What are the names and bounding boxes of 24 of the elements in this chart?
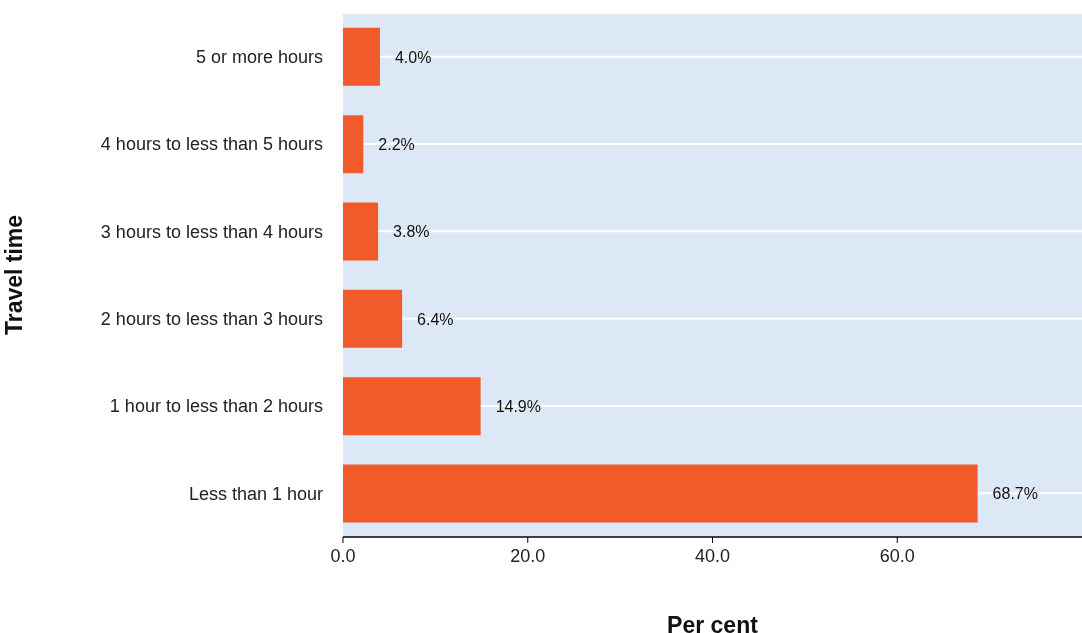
data-label: 6.4% (417, 310, 454, 328)
x-tick-label: 40.0 (694, 545, 731, 566)
bar (343, 289, 403, 348)
y-tick-label: 2 hours to less than 3 hours (100, 309, 323, 330)
y-axis-title: Travel time (1, 214, 28, 336)
x-tick-label: 0.0 (330, 545, 356, 566)
y-tick-label: 1 hour to less than 2 hours (109, 396, 323, 417)
data-label: 2.2% (378, 135, 415, 153)
bar (343, 115, 364, 174)
bar (343, 202, 379, 261)
x-tick-label: 60.0 (879, 545, 915, 566)
bar (343, 27, 380, 86)
y-tick-label: 4 hours to less than 5 hours (100, 134, 323, 155)
data-label: 4.0% (394, 48, 432, 66)
data-label: 14.9% (495, 397, 542, 415)
x-axis-title: Per cent (667, 612, 759, 633)
y-tick-label: 3 hours to less than 4 hours (100, 221, 323, 242)
data-label: 68.7% (992, 485, 1038, 503)
bar (343, 464, 978, 523)
y-tick-label: Less than 1 hour (188, 483, 323, 504)
bar (343, 377, 481, 436)
data-label: 3.8% (393, 223, 430, 241)
x-tick-label: 20.0 (510, 545, 546, 566)
y-tick-label: 5 or more hours (195, 47, 323, 68)
